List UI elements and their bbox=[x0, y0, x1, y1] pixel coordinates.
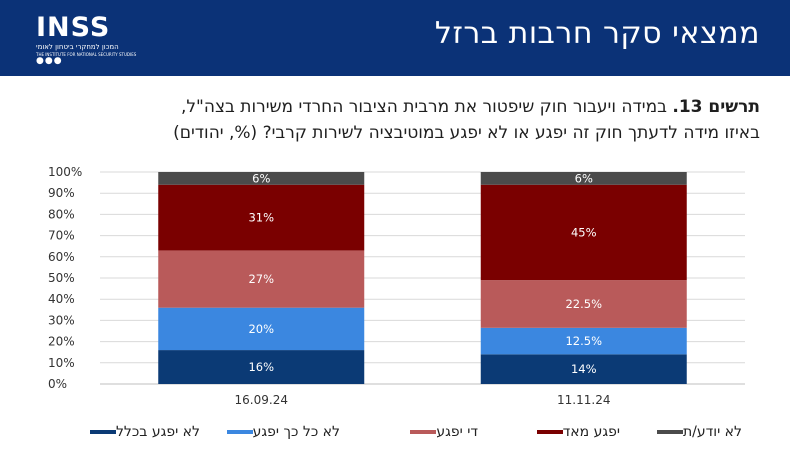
x-tick-label: 11.11.24 bbox=[557, 393, 610, 407]
legend-label: די יפגע bbox=[436, 424, 478, 440]
bar-segment bbox=[480, 172, 687, 185]
legend-item: די יפגע bbox=[402, 424, 478, 444]
legend-label: לא כל כך יפגע bbox=[252, 424, 340, 440]
bar-segment bbox=[480, 327, 687, 355]
question-line-1: תרשים 13. במידה ויעבור חוק שיפטור את מרב… bbox=[40, 94, 760, 120]
data-label: 6% bbox=[575, 171, 593, 185]
legend-label: יפגע מאד bbox=[562, 424, 620, 440]
legend-item: לא יפגע בכלל bbox=[82, 424, 200, 444]
data-label: 22.5% bbox=[565, 297, 602, 311]
inss-logo: INSS המכון למחקרי ביטחון לאומי THE INSTI… bbox=[36, 12, 156, 68]
y-tick-label: 70% bbox=[48, 229, 75, 243]
chart-question: תרשים 13. במידה ויעבור חוק שיפטור את מרב… bbox=[40, 94, 760, 146]
legend-label: לא יודע/ת bbox=[682, 424, 742, 440]
stacked-bar-chart: 0% 10% 20% 30% 40% 50% 60% 70% 80% 90% 100% 16% 20% 2… bbox=[48, 165, 745, 407]
header-bar: INSS המכון למחקרי ביטחון לאומי THE INSTI… bbox=[0, 0, 790, 76]
y-tick-label: 20% bbox=[48, 335, 75, 349]
chart-legend: לא יודע/ת יפגע מאד די יפגע לא כל כך יפגע לא … bbox=[0, 424, 790, 444]
y-tick-label: 40% bbox=[48, 292, 75, 306]
bar-segment bbox=[158, 350, 365, 384]
bar-segment bbox=[158, 250, 365, 308]
logo-subtitle: המכון למחקרי ביטחון לאומי THE INSTITUTE … bbox=[36, 44, 156, 58]
logo-circles-icon: ●●● bbox=[36, 56, 63, 66]
y-tick-label: 90% bbox=[48, 186, 75, 200]
legend-swatch bbox=[226, 430, 253, 434]
question-line-2: באיזו מידה לדעתך חוק זה יפגע או לא יפגע … bbox=[173, 123, 760, 143]
x-tick-label: 16.09.24 bbox=[235, 393, 288, 407]
bar-segment bbox=[158, 307, 365, 351]
page-title: ממצאי סקר חרבות ברזל bbox=[434, 16, 760, 51]
bar-segment bbox=[480, 280, 687, 328]
legend-swatch bbox=[536, 430, 563, 434]
data-label: 6% bbox=[252, 171, 270, 185]
y-tick-label: 80% bbox=[48, 207, 75, 221]
legend-swatch bbox=[656, 430, 683, 434]
logo-wordmark: INSS bbox=[36, 12, 111, 43]
question-text-1: במידה ויעבור חוק שיפטור את מרבית הציבור … bbox=[180, 97, 673, 117]
bar-segment bbox=[480, 184, 687, 281]
legend-swatch bbox=[410, 430, 437, 434]
logo-subtitle-he: המכון למחקרי ביטחון לאומי bbox=[36, 43, 119, 51]
data-label: 45% bbox=[571, 225, 597, 239]
logo-subtitle-en: THE INSTITUTE FOR NATIONAL SECURITY STUD… bbox=[36, 52, 137, 57]
data-label: 27% bbox=[248, 272, 274, 286]
legend-item: לא כל כך יפגע bbox=[219, 424, 340, 444]
bar-segment bbox=[158, 184, 365, 251]
y-tick-label: 30% bbox=[48, 313, 75, 327]
y-tick-label: 60% bbox=[48, 250, 75, 264]
data-label: 16% bbox=[248, 360, 274, 374]
y-tick-label: 50% bbox=[48, 271, 75, 285]
data-label: 12.5% bbox=[565, 334, 602, 348]
data-label: 14% bbox=[571, 362, 597, 376]
legend-label: לא יפגע בכלל bbox=[115, 424, 200, 440]
bar-segment bbox=[480, 354, 687, 384]
legend-item: לא יודע/ת bbox=[649, 424, 742, 444]
legend-item: יפגע מאד bbox=[529, 424, 620, 444]
bar-segment bbox=[158, 172, 365, 185]
data-label: 31% bbox=[248, 211, 274, 225]
y-tick-label: 0% bbox=[48, 377, 67, 391]
legend-swatch bbox=[89, 430, 116, 434]
data-label: 20% bbox=[248, 322, 274, 336]
y-tick-label: 10% bbox=[48, 356, 75, 370]
y-tick-label: 100% bbox=[48, 165, 82, 179]
question-label: תרשים 13. bbox=[672, 97, 760, 117]
